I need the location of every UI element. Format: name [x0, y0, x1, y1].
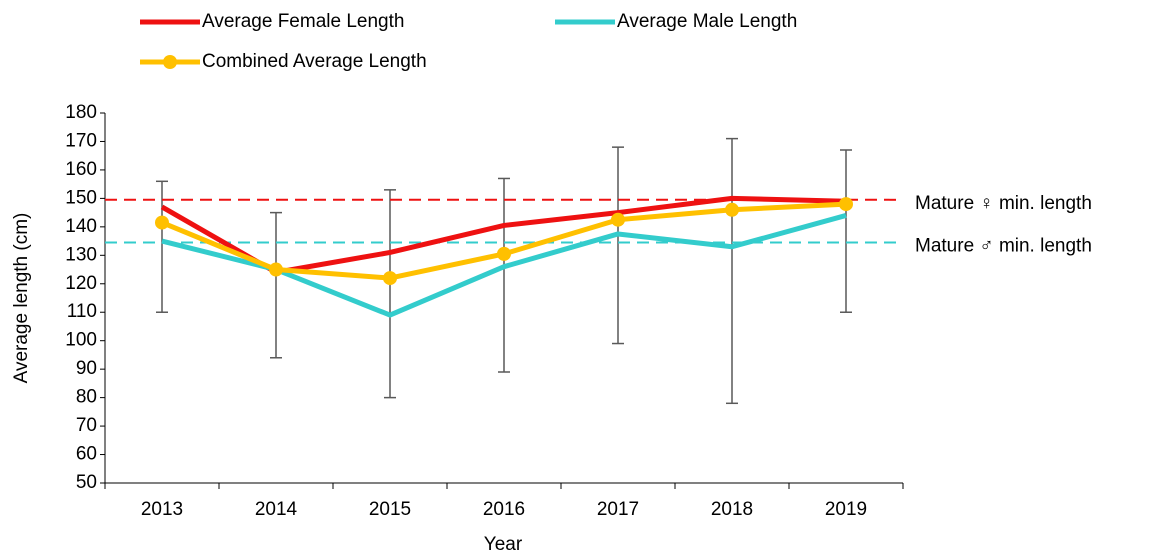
x-tick-label: 2019	[825, 499, 867, 520]
marker	[497, 246, 511, 261]
legend-label: Average Male Length	[617, 11, 797, 32]
legend-label: Combined Average Length	[202, 51, 427, 72]
y-tick-label: 60	[76, 444, 97, 465]
y-tick-label: 70	[76, 415, 97, 436]
x-axis-title: Year	[484, 534, 523, 555]
y-tick-label: 130	[65, 244, 97, 265]
x-tick-label: 2017	[597, 499, 639, 520]
y-tick-label: 160	[65, 159, 97, 180]
reference-label: Mature ♂ min. length	[915, 236, 1092, 257]
y-axis-title: Average length (cm)	[11, 213, 32, 384]
legend-label: Average Female Length	[202, 11, 404, 32]
marker	[725, 202, 739, 217]
y-tick-label: 110	[67, 301, 97, 322]
marker	[155, 215, 169, 230]
reference-label: Mature ♀ min. length	[915, 193, 1092, 214]
marker	[269, 262, 283, 277]
x-tick-label: 2015	[369, 499, 411, 520]
marker	[383, 271, 397, 286]
x-tick-label: 2013	[141, 499, 183, 520]
y-tick-label: 100	[65, 330, 97, 351]
y-tick-label: 50	[76, 472, 97, 493]
y-tick-label: 80	[76, 387, 97, 408]
y-tick-label: 150	[65, 187, 97, 208]
y-tick-label: 140	[65, 216, 97, 237]
x-tick-label: 2016	[483, 499, 525, 520]
y-tick-label: 90	[76, 358, 97, 379]
marker	[611, 212, 625, 227]
x-tick-label: 2014	[255, 499, 298, 520]
x-tick-label: 2018	[711, 499, 753, 520]
y-tick-label: 180	[65, 102, 97, 123]
y-tick-label: 170	[65, 130, 97, 151]
legend-marker	[163, 55, 177, 69]
marker	[839, 197, 853, 212]
y-tick-label: 120	[65, 273, 97, 294]
